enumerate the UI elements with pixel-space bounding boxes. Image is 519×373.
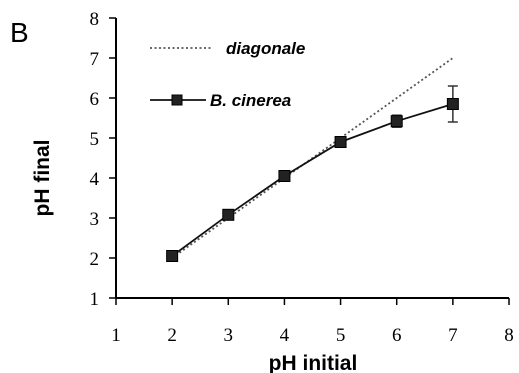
y-tick-label: 8 (90, 9, 100, 30)
panel-label: B (10, 17, 29, 48)
legend-swatch-marker-b-cinerea (171, 94, 183, 106)
legend-label-diagonale: diagonale (226, 39, 305, 58)
y-tick-label: 4 (90, 169, 100, 190)
data-point-b-cinerea (390, 115, 403, 128)
y-tick-label: 6 (90, 89, 100, 110)
x-tick-label: 4 (280, 325, 290, 346)
x-tick-label: 6 (392, 325, 402, 346)
data-point-b-cinerea (166, 250, 179, 262)
y-tick-label: 1 (90, 289, 100, 310)
y-tick-label: 2 (90, 249, 100, 270)
axes: 1 2 3 4 5 6 7 8 1 2 3 4 5 6 7 8 (90, 9, 514, 346)
y-tick-label: 3 (90, 209, 100, 230)
data-point-b-cinerea (446, 98, 459, 110)
legend-label-b-cinerea: B. cinerea (210, 91, 291, 110)
x-tick-label: 8 (504, 325, 514, 346)
x-axis-title: pH initial (269, 352, 358, 373)
x-tick-label: 1 (111, 325, 121, 346)
series-line-b-cinerea (171, 103, 454, 257)
x-tick-label: 5 (336, 325, 346, 346)
x-tick-label: 2 (167, 325, 177, 346)
x-tick-label: 3 (224, 325, 234, 346)
chart-marks (166, 57, 459, 262)
y-tick-label: 7 (90, 49, 100, 70)
legend: diagonale B. cinerea (150, 39, 305, 110)
data-point-b-cinerea (278, 170, 291, 182)
data-point-b-cinerea (334, 136, 347, 148)
x-tick-label: 7 (448, 325, 458, 346)
y-axis-title: pH final (31, 140, 54, 217)
data-point-b-cinerea (222, 208, 235, 221)
y-tick-label: 5 (90, 129, 100, 150)
